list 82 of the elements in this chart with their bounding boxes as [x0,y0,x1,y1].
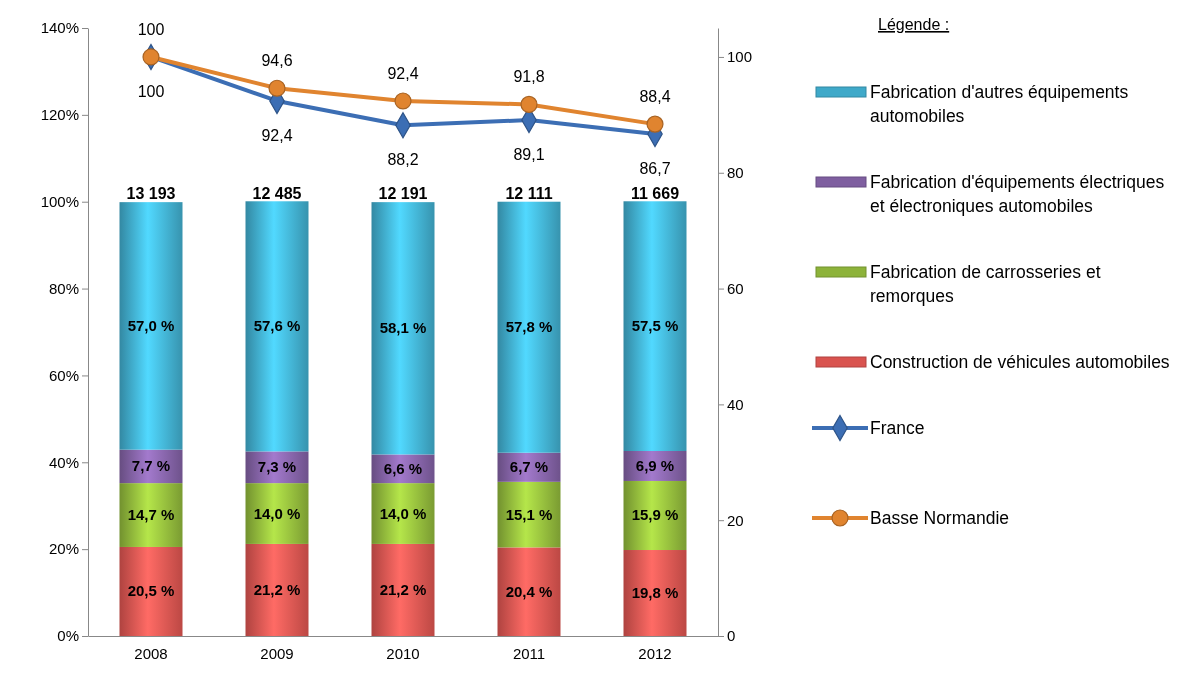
x-tick-label: 2011 [512,644,546,662]
y-tick-label: 100% [40,193,79,211]
data-label: 86,7 [639,159,671,177]
bar [371,483,435,544]
annotation: 12 485 [252,184,302,202]
data-label: 6,7 % [509,458,549,476]
annotation: 13 193 [126,184,176,202]
data-label: 6,9 % [635,456,675,474]
data-label: 14,0 % [379,504,427,522]
data-label: 21,2 % [379,580,427,598]
annotation: 12 191 [378,184,428,202]
data-label: 6,6 % [383,459,423,477]
data-label: 94,6 [261,52,293,70]
y-tick-label: 80% [48,279,79,297]
point [142,48,160,66]
bar [245,483,309,544]
y-tick-label: 40% [48,453,79,471]
legend-title: Légende : [878,16,950,33]
data-label: 15,1 % [505,505,553,523]
legend-label: Fabrication d'équipements électriques et électroniques automobiles [870,172,1165,216]
annotation: 11 669 [630,184,680,202]
data-label: 88,4 [639,88,671,106]
data-label: 21,2 % [253,580,301,598]
bar [371,202,435,455]
data-label: 15,9 % [631,506,679,524]
legend-label: France [870,418,925,438]
data-label: 14,0 % [253,504,301,522]
y-tick-label: 120% [40,106,79,124]
y2-tick-label: 20 [727,511,744,529]
annotation: 12 111 [505,184,553,202]
point [520,95,538,113]
data-label: 20,5 % [127,582,175,600]
bar [119,483,183,547]
bar [623,201,687,451]
data-label: 57,5 % [631,317,679,335]
legend-label: Construction de véhicules automobiles [870,352,1170,372]
point [646,115,664,133]
data-label: 14,7 % [127,506,175,524]
data-label: 88,2 [387,151,419,169]
legend-label: Fabrication de carrosseries et remorques [870,262,1101,306]
data-label: 57,8 % [505,318,553,336]
data-label: 92,4 [387,64,419,82]
point [268,79,286,97]
y2-tick-label: 0 [727,627,736,645]
x-tick-label: 2010 [386,644,420,662]
bar [119,546,183,636]
y2-tick-label: 100 [727,48,753,66]
y2-tick-label: 60 [727,279,744,297]
point [394,92,412,110]
y2-tick-label: 40 [727,395,744,413]
y-tick-label: 0% [57,627,79,645]
bar [245,201,309,452]
data-label: 100 [137,82,165,100]
data-label: 89,1 [513,146,545,164]
data-label: 57,0 % [127,316,175,334]
y-tick-label: 140% [40,19,79,37]
bar [623,480,687,551]
legend-label: Basse Normandie [870,508,1010,528]
data-label: 100 [137,20,165,38]
bar [497,201,561,453]
y-tick-label: 20% [48,540,79,558]
bar [245,451,309,484]
bar [245,543,309,636]
x-tick-label: 2009 [260,644,294,662]
data-label: 7,7 % [131,457,171,475]
y-tick-label: 60% [48,366,79,384]
x-tick-label: 2008 [134,644,168,662]
data-label: 7,3 % [257,458,297,476]
bar [497,547,561,636]
data-label: 20,4 % [505,582,553,600]
bar [119,202,183,450]
y2-tick-label: 80 [727,164,744,182]
data-label: 19,8 % [631,584,679,602]
data-label: 58,1 % [379,319,427,337]
data-label: 92,4 [261,126,293,144]
legend-label: Fabrication d'autres équipements automobiles [870,82,1129,126]
bar [623,550,687,636]
x-tick-label: 2012 [638,644,672,662]
data-label: 91,8 [513,68,545,86]
bar [497,481,561,548]
bar [371,543,435,636]
data-label: 57,6 % [253,317,301,335]
